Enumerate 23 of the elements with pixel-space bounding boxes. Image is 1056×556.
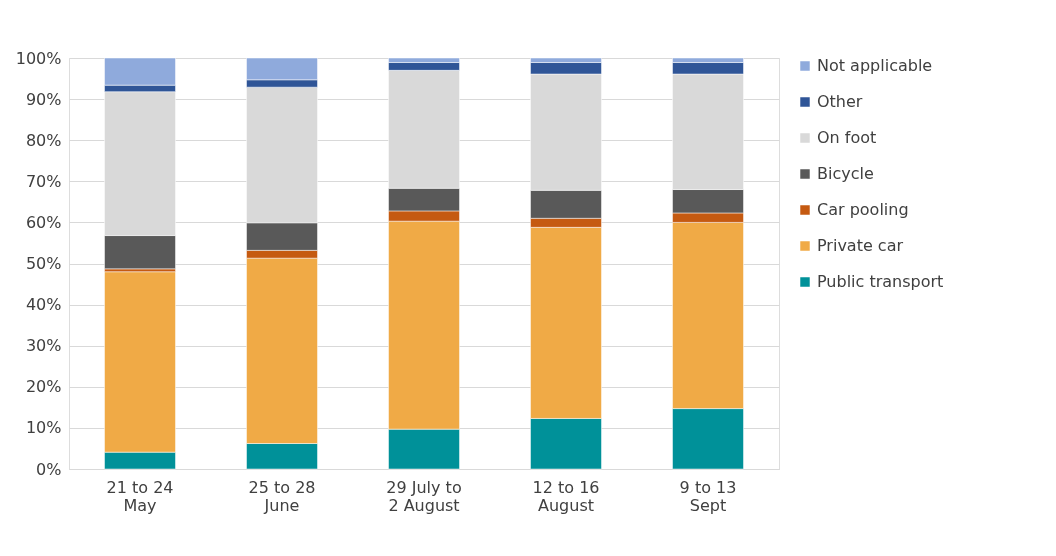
- legend-label: On foot: [817, 128, 877, 147]
- x-tick-label: 21 to 24 May: [106, 477, 174, 515]
- x-tick-label: 9 to 13 Sept: [679, 477, 737, 515]
- legend-label: Other: [817, 92, 863, 111]
- y-tick-label: 10%: [25, 418, 62, 438]
- y-tick-label: 70%: [25, 171, 62, 191]
- y-tick-label: 100%: [15, 48, 62, 68]
- x-tick-label: 25 to 28 June: [248, 477, 316, 515]
- y-tick-label: 0%: [36, 459, 62, 479]
- x-tick-label: 12 to 16 August: [532, 477, 600, 515]
- y-tick-label: 50%: [25, 254, 62, 273]
- legend-label: Bicycle: [817, 164, 874, 183]
- y-tick-label: 40%: [25, 295, 62, 315]
- y-tick-label: 90%: [25, 89, 62, 109]
- legend-label: Not applicable: [817, 56, 933, 75]
- x-tick-label: 29 July to 2 August: [386, 477, 462, 515]
- y-tick-label: 30%: [25, 336, 62, 356]
- legend-label: Public transport: [817, 272, 944, 291]
- y-tick-label: 60%: [25, 212, 62, 232]
- legend-label: Car pooling: [817, 200, 909, 219]
- legend-label: Private car: [817, 236, 904, 255]
- y-tick-label: 20%: [25, 377, 62, 397]
- y-tick-label: 80%: [25, 130, 62, 150]
